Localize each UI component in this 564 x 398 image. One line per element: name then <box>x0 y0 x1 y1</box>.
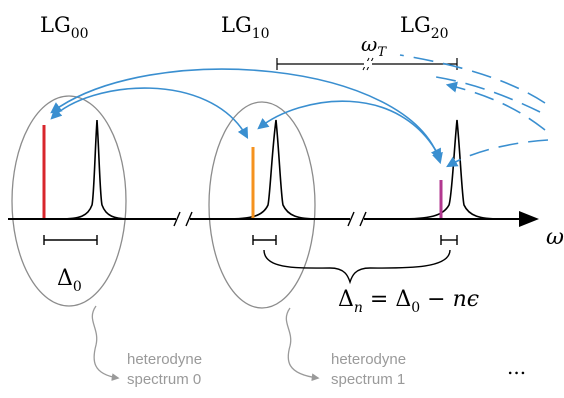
delta0-label: Δ0 <box>57 266 82 295</box>
lorentzian-peak-2 <box>397 119 501 220</box>
lorentzian-peak-1 <box>224 119 319 220</box>
dashed-arrow-2 <box>399 54 546 104</box>
caption-arrow-1 <box>285 307 320 382</box>
lorentzian-peak-0 <box>59 119 131 220</box>
caption-spectrum-1-line2: spectrum 1 <box>331 371 405 388</box>
arrow-lg10-to-lg00 <box>50 87 249 139</box>
omega-t-bracket <box>276 57 458 71</box>
mode-label-lg20: LG20 <box>400 13 449 42</box>
caption-spectrum-0: heterodyne <box>127 351 202 368</box>
delta-n-brace <box>263 249 451 285</box>
axis-label-omega: ω <box>546 225 564 250</box>
caption-spectrum-0-line2: spectrum 0 <box>127 371 201 388</box>
frequency-axis <box>8 211 539 227</box>
caption-arrow-0 <box>91 305 120 381</box>
delta0-bar <box>43 235 98 245</box>
delta-n-equation: Δn = Δ0 − nϵ <box>338 287 479 316</box>
dashed-arrow-3 <box>446 139 549 168</box>
detuning-bar-1 <box>252 235 277 245</box>
dashed-arrow-1 <box>445 81 546 131</box>
ellipsis: ... <box>507 355 526 379</box>
detuning-bar-2 <box>440 235 458 245</box>
spectrum-0-ellipse <box>11 95 127 307</box>
arrow-lg20-to-lg10 <box>257 100 442 160</box>
mode-label-lg00: LG00 <box>40 13 89 42</box>
arrow-lg20-to-lg00 <box>50 68 443 165</box>
omega-t-label: ωT <box>361 32 387 60</box>
spectrum-1-ellipse <box>208 101 316 309</box>
caption-spectrum-1: heterodyne <box>331 351 406 368</box>
coupling-arrows <box>50 54 549 168</box>
dashed-arrow-4 <box>429 75 541 113</box>
mode-label-lg10: LG10 <box>221 13 270 42</box>
